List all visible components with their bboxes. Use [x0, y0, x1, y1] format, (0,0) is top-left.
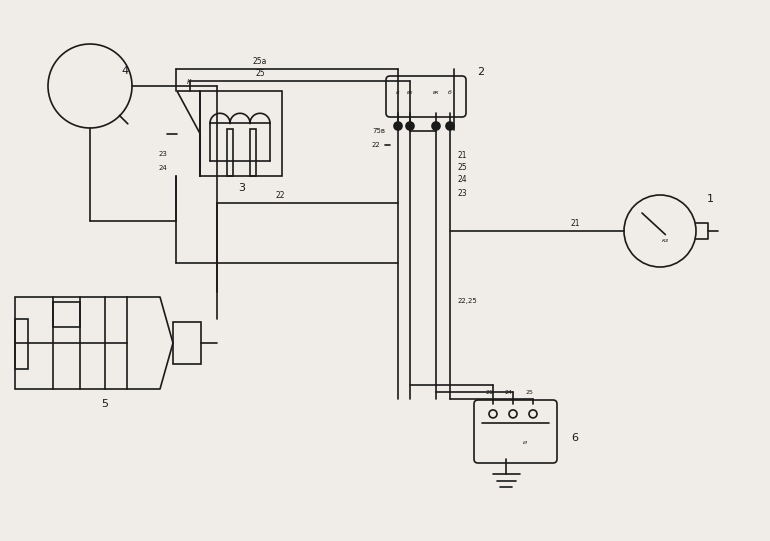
Text: вк: вк — [433, 90, 440, 96]
Text: 25а: 25а — [253, 57, 267, 67]
Bar — [200, 91, 282, 176]
Text: 23: 23 — [158, 151, 167, 157]
Text: кз: кз — [661, 239, 668, 243]
Text: б: б — [448, 90, 452, 96]
Text: 2: 2 — [477, 67, 484, 77]
Circle shape — [394, 122, 402, 130]
Text: 23: 23 — [458, 189, 467, 199]
Text: 6: 6 — [571, 433, 578, 443]
Text: к: к — [396, 90, 400, 96]
Text: 5: 5 — [102, 399, 109, 409]
Circle shape — [406, 122, 414, 130]
Text: вк: вк — [407, 90, 413, 96]
Text: 24: 24 — [159, 165, 167, 171]
Text: 1: 1 — [707, 194, 714, 204]
Text: 25: 25 — [525, 390, 533, 394]
Text: 25: 25 — [458, 163, 467, 173]
Text: 25: 25 — [255, 69, 265, 78]
Text: и: и — [522, 440, 527, 445]
Text: 21: 21 — [571, 219, 580, 228]
Bar — [15, 297, 127, 389]
Circle shape — [432, 122, 440, 130]
Text: 3: 3 — [239, 183, 246, 193]
Text: 22: 22 — [372, 142, 380, 148]
Bar — [53, 302, 80, 327]
Text: 75в: 75в — [372, 128, 385, 134]
Text: 21: 21 — [458, 151, 467, 161]
Circle shape — [446, 122, 454, 130]
Text: 21: 21 — [485, 390, 493, 394]
Text: 24: 24 — [458, 175, 467, 184]
Text: 22,25: 22,25 — [458, 298, 477, 304]
Text: 4: 4 — [122, 66, 129, 76]
Text: 22: 22 — [275, 192, 285, 201]
Bar — [227, 129, 233, 176]
Bar — [15, 319, 28, 369]
Bar — [250, 129, 256, 176]
Text: к: к — [186, 76, 191, 85]
Bar — [173, 322, 201, 364]
Text: 24: 24 — [505, 390, 513, 394]
